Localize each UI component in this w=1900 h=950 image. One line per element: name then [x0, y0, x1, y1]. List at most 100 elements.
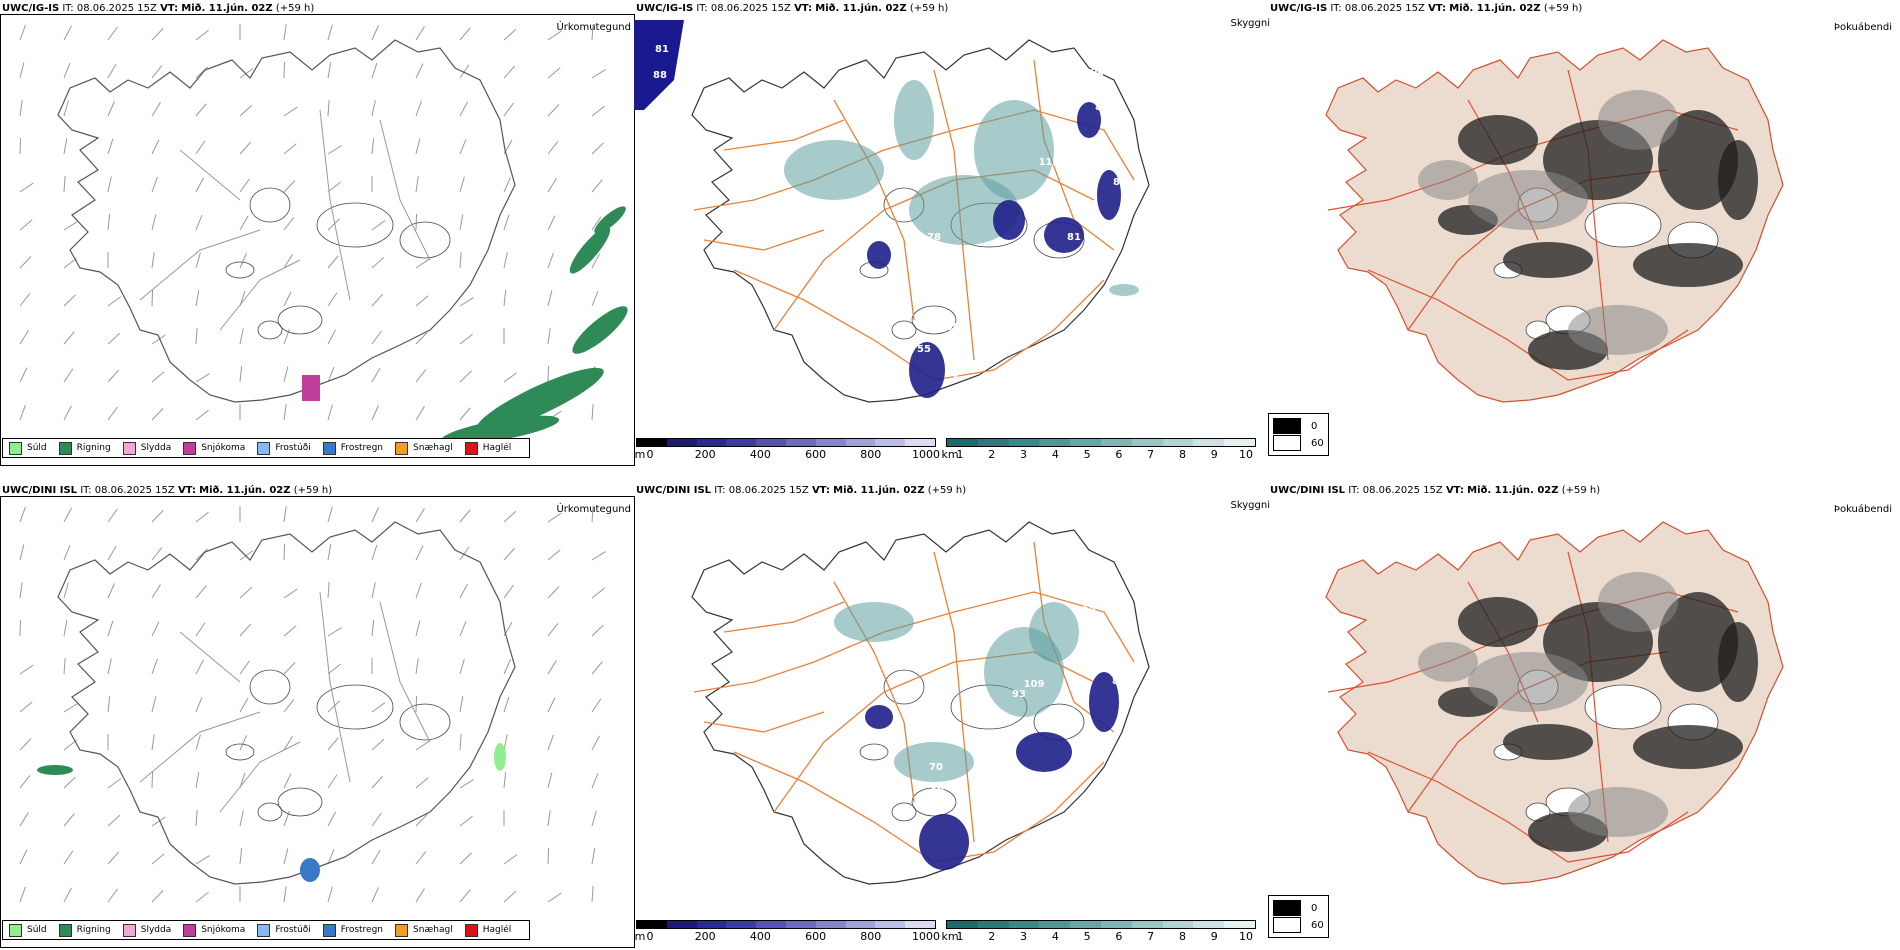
wind-barb [503, 290, 507, 307]
wind-barb [107, 696, 111, 713]
visibility-km-area [909, 175, 1019, 245]
wind-barb [459, 620, 467, 637]
fog-shade [1598, 572, 1678, 632]
wind-barb [107, 545, 117, 561]
wind-barb [547, 623, 559, 637]
visibility-km-area [834, 602, 914, 642]
wind-barb [371, 775, 384, 789]
wind-barb [195, 659, 204, 675]
colorbar-tick-label: 200 [694, 930, 716, 943]
legend-swatch [9, 923, 22, 937]
colorbar-swatch [756, 921, 786, 928]
fog-area [1658, 592, 1738, 692]
fog-area [1718, 140, 1758, 220]
panel-title: Úrkomutegund [556, 504, 631, 515]
wind-barb [371, 582, 376, 599]
river [139, 711, 261, 783]
wind-barb [19, 62, 25, 79]
wind-barb [63, 658, 66, 675]
glacier-outline [911, 787, 957, 817]
precip-type-panel-bottom: UWC/DINI ISL IT: 08.06.2025 15Z VT: Mið.… [0, 482, 635, 950]
wind-barb [415, 545, 424, 561]
wind-barb [107, 138, 114, 155]
colorbar-tick-label: 400 [749, 448, 771, 461]
wind-barb [19, 849, 28, 865]
wind-barb [371, 544, 378, 561]
wind-barb [19, 775, 31, 789]
visibility-value-label: 70 [929, 762, 943, 773]
visibility-m-area [867, 241, 891, 269]
wind-barb [107, 63, 117, 79]
wind-barb [591, 290, 599, 307]
visibility-m-area [1016, 732, 1072, 772]
legend-swatch [122, 923, 136, 937]
wind-barb [19, 367, 28, 383]
wind-barb [415, 176, 419, 193]
wind-barb [327, 582, 330, 599]
colorbar-unit: m [634, 930, 646, 943]
wind-barb [591, 551, 606, 561]
wind-barb [459, 64, 470, 79]
wind-barb [415, 814, 428, 827]
legend-item: Snjókoma [183, 441, 245, 455]
visibility-value-label: 132 [1034, 202, 1055, 213]
wind-barb [19, 582, 23, 599]
wind-barb [415, 213, 418, 231]
fog-shade [1468, 170, 1588, 230]
wind-barb [371, 738, 385, 751]
colorbar-swatch [726, 921, 757, 928]
wind-barb [503, 696, 510, 713]
wind-barb [151, 102, 161, 117]
wind-barb [327, 774, 338, 789]
wind-barb [415, 63, 424, 79]
wind-barb [503, 65, 516, 79]
legend-item: Snjókoma [183, 923, 246, 937]
wind-barb [107, 508, 118, 523]
wind-barb [327, 506, 333, 523]
legend-label: Snjókoma [201, 925, 246, 935]
wind-barb [547, 772, 553, 789]
legend-swatch [9, 441, 22, 455]
wind-barb [19, 182, 34, 193]
wind-barb [283, 61, 286, 79]
road [1033, 59, 1115, 251]
colorbar-tick-label: 6 [1115, 448, 1123, 461]
panel-frame [0, 14, 635, 466]
visibility-km-area [894, 80, 934, 160]
colorbar-tick-label: 10 [1239, 930, 1253, 943]
panel-header: UWC/IG-IS IT: 08.06.2025 15Z VT: Mið. 11… [1270, 3, 1583, 14]
wind-barb [107, 620, 114, 637]
wind-barb [19, 137, 22, 155]
wind-barb [503, 890, 517, 903]
coastline [691, 39, 1150, 403]
wind-barb [415, 100, 422, 117]
wind-barb [151, 658, 158, 675]
wind-barb [591, 506, 594, 523]
wind-barb [151, 65, 163, 79]
fog-map [1325, 521, 1784, 885]
wind-barb [151, 139, 160, 155]
visibility-km-area [1109, 284, 1139, 296]
fog-shade [1468, 652, 1588, 712]
legend-swatch [58, 441, 72, 455]
wind-barb [371, 507, 379, 523]
visibility-m-area [919, 814, 969, 870]
wind-barb [107, 214, 111, 231]
panel-header: UWC/DINI ISL IT: 08.06.2025 15Z VT: Mið.… [2, 485, 333, 496]
wind-barb [195, 855, 210, 865]
river [179, 631, 241, 683]
fog-area [1633, 243, 1743, 287]
wind-barb [195, 772, 200, 789]
fog-area [1503, 242, 1593, 278]
wind-barb [415, 777, 429, 789]
wind-barb [371, 100, 376, 117]
road [703, 229, 825, 251]
wind-barb [547, 697, 556, 713]
wind-barb [547, 104, 560, 117]
wind-barb [327, 544, 332, 561]
fog-legend: 0 60 [1268, 895, 1329, 938]
wind-barb [19, 293, 31, 307]
visibility-km-area [1029, 602, 1079, 662]
wind-barb [19, 738, 32, 751]
colorbar-swatch [666, 439, 697, 446]
